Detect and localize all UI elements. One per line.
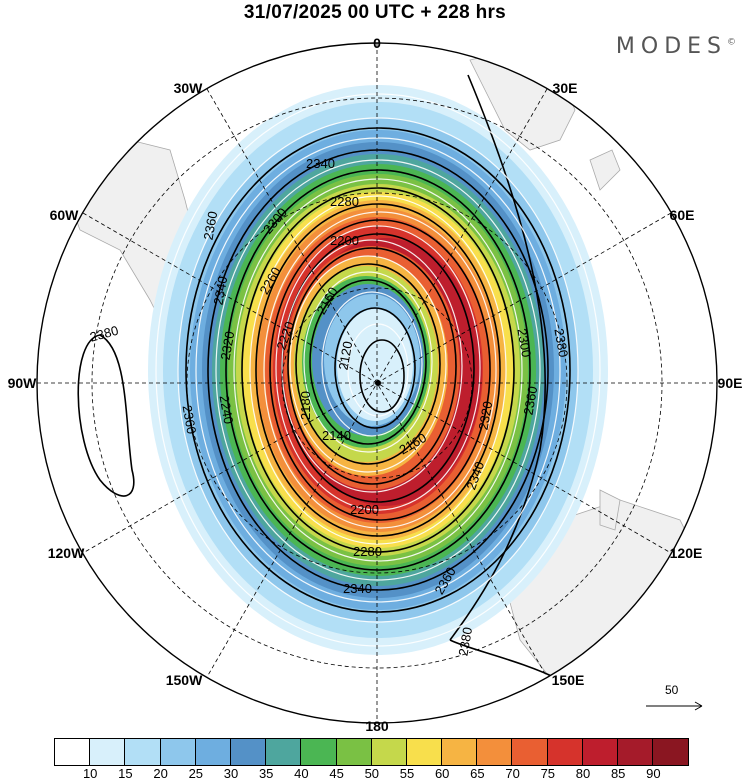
colorbar-swatch — [301, 739, 337, 765]
height-contours — [77, 74, 571, 681]
colorbar-swatch — [336, 739, 372, 765]
colorbar-tick-label: 75 — [540, 766, 556, 781]
copyright-mark: © — [727, 37, 736, 48]
colorbar-tick-label: 70 — [505, 766, 520, 781]
colorbar-labels: 10 15 20 25 30 35 40 45 50 55 60 65 70 75 80 85 90 — [54, 766, 704, 782]
wind-streamlines — [155, 93, 601, 647]
contour-label: 2380 — [455, 626, 475, 657]
longitude-label: 120E — [669, 545, 703, 561]
colorbar-tick-label: 90 — [646, 766, 661, 781]
contour-label: 2180 — [298, 391, 313, 420]
colorbar-tick-label: 85 — [610, 766, 626, 781]
contour-label: 2340 — [306, 156, 335, 171]
contour-2380-west — [77, 334, 135, 497]
contour-label: 2320 — [476, 400, 496, 431]
page-title: 31/07/2025 00 UTC + 228 hrs — [243, 2, 507, 23]
colorbar-swatch — [195, 739, 231, 765]
contour-label: 2280 — [353, 544, 382, 559]
colorbar-swatch — [406, 739, 443, 765]
colorbar-swatch — [266, 739, 302, 765]
contour-label: 2340 — [211, 275, 231, 306]
longitude-label: 90E — [717, 375, 743, 391]
colorbar-tick-label: 40 — [294, 766, 309, 781]
colorbar-swatch — [125, 739, 161, 765]
contour-label: 2360 — [180, 404, 200, 435]
colorbar-tick-label: 35 — [258, 766, 274, 781]
contour-label: 2200 — [330, 233, 359, 248]
colorbar-tick-label: 25 — [188, 766, 204, 781]
contour-label: 2120 — [336, 340, 356, 371]
colorbar-swatch — [582, 739, 618, 765]
colorbar-tick-label: 50 — [364, 766, 380, 781]
colorbar-tick-label: 20 — [153, 766, 168, 781]
contour-label: 2300 — [514, 327, 534, 358]
contour-label: 2380 — [551, 327, 571, 358]
colorbar-tick-label: 55 — [399, 766, 415, 781]
contour-label: 2340 — [343, 581, 372, 596]
colorbar-swatch — [90, 739, 126, 765]
contour-label: 2380 — [88, 323, 120, 345]
longitude-label: 60W — [49, 207, 79, 223]
reference-vector-arrow-icon — [646, 701, 703, 711]
colorbar-swatch — [160, 739, 196, 765]
brand-logo: MODES© — [616, 34, 736, 59]
contour-label: 2200 — [350, 502, 379, 517]
longitude-label: 0 — [373, 35, 381, 51]
longitude-label: 30E — [552, 80, 578, 96]
contour-label: 2240 — [217, 394, 237, 425]
contour-label: 2140 — [322, 428, 351, 443]
longitude-label: 90W — [7, 375, 37, 391]
colorbar-swatch — [618, 739, 654, 765]
longitude-label: 30W — [173, 80, 203, 96]
contour-label: 2360 — [521, 385, 541, 416]
colorbar-tick-label: 15 — [118, 766, 133, 781]
colorbar-tick-label: 65 — [470, 766, 485, 781]
contour-label: 2280 — [330, 194, 359, 209]
colorbar-swatch — [653, 739, 689, 765]
brand-name: MODES — [615, 34, 727, 59]
contour-labels: 2340 2280 2200 2300 2360 2340 2320 2260 … — [88, 156, 571, 657]
longitude-label: 150E — [551, 672, 585, 688]
reference-vector-label: 50 — [665, 683, 679, 697]
colorbar-swatch — [547, 739, 583, 765]
colorbar-tick-label: 80 — [575, 766, 591, 781]
map-boundary — [36, 42, 718, 724]
longitude-label: 120W — [47, 545, 85, 561]
madagascar-land — [589, 149, 621, 191]
contour-label: 2320 — [218, 330, 238, 361]
new-zealand-land — [599, 489, 621, 531]
colorbar-tick-label: 10 — [82, 766, 98, 781]
colorbar-tick-label: 60 — [434, 766, 450, 781]
colorbar-tick-label: 45 — [329, 766, 344, 781]
south-pole-marker — [375, 380, 381, 386]
colorbar-swatch — [55, 739, 91, 765]
colorbar-swatch — [477, 739, 513, 765]
contour-2380-east — [449, 639, 561, 681]
contour-2360-east — [449, 74, 546, 641]
longitude-label: 150W — [165, 672, 203, 688]
longitude-label: 60E — [669, 207, 695, 223]
colorbar — [54, 738, 690, 766]
colorbar-tick-label: 30 — [223, 766, 239, 781]
colorbar-swatch — [371, 739, 407, 765]
colorbar-swatch — [230, 739, 267, 765]
colorbar-swatch — [442, 739, 478, 765]
longitude-label: 180 — [365, 718, 389, 734]
colorbar-swatch — [512, 739, 548, 765]
contour-label: 2360 — [201, 210, 221, 241]
